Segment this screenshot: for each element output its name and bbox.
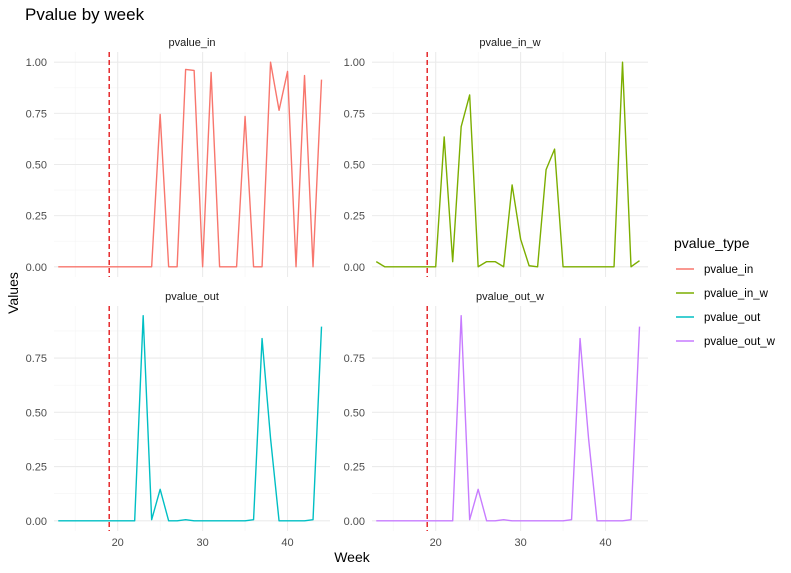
facet-panel-pvalue_out: pvalue_out 0.00 0.25 0.50 0.75 20 30 40 [26, 291, 330, 549]
y-tick-label: 0.00 [26, 516, 47, 528]
y-tick-label: 1.00 [26, 57, 47, 69]
series-line-pvalue_in [58, 61, 323, 268]
legend-label-pvalue_out_w: pvalue_out_w [704, 336, 776, 348]
x-tick-label: 30 [514, 537, 526, 549]
y-tick-label: 0.25 [344, 462, 365, 474]
y-tick-label: 0.25 [344, 211, 365, 223]
y-tick-label: 0.75 [344, 353, 365, 365]
chart-title: Pvalue by week [25, 5, 145, 24]
legend: pvalue_type pvalue_in pvalue_in_w pvalue_o… [674, 235, 776, 348]
y-tick-label: 0.50 [26, 160, 47, 172]
series-line-pvalue_out [58, 315, 323, 522]
y-tick-label: 0.50 [344, 407, 365, 419]
y-tick-label: 0.00 [344, 262, 365, 274]
series-line-pvalue_out_w [376, 315, 641, 522]
facet-panel-pvalue_in_w: pvalue_in_w 0.00 0.25 0.50 0.75 1.00 [344, 37, 648, 277]
facet-strip-label: pvalue_out [165, 291, 219, 303]
legend-label-pvalue_in_w: pvalue_in_w [704, 288, 769, 300]
x-axis-title: Week [334, 549, 371, 565]
x-tick-label: 30 [196, 537, 208, 549]
y-tick-label: 0.50 [26, 407, 47, 419]
y-tick-label: 0.75 [344, 108, 365, 120]
y-tick-label: 0.00 [344, 516, 365, 528]
y-axis-title: Values [5, 272, 21, 314]
x-tick-label: 40 [599, 537, 611, 549]
facet-strip-label: pvalue_out_w [476, 291, 544, 303]
y-tick-label: 0.25 [26, 211, 47, 223]
legend-label-pvalue_out: pvalue_out [704, 312, 761, 324]
facet-strip-label: pvalue_in [168, 37, 215, 49]
legend-title: pvalue_type [674, 235, 750, 251]
x-tick-label: 20 [430, 537, 442, 549]
y-tick-label: 1.00 [344, 57, 365, 69]
y-tick-label: 0.75 [26, 108, 47, 120]
y-tick-label: 0.25 [26, 462, 47, 474]
series-line-pvalue_in_w [375, 61, 640, 268]
x-tick-label: 20 [112, 537, 124, 549]
y-tick-label: 0.75 [26, 353, 47, 365]
facet-panel-pvalue_in: pvalue_in 0.00 0.25 0.50 0.75 1.00 [26, 37, 330, 277]
facet-strip-label: pvalue_in_w [479, 37, 540, 49]
y-tick-label: 0.00 [26, 262, 47, 274]
y-tick-label: 0.50 [344, 160, 365, 172]
legend-label-pvalue_in: pvalue_in [704, 264, 753, 276]
facet-panel-pvalue_out_w: pvalue_out_w 0.00 0.25 0.50 0.75 20 30 40 [344, 291, 648, 549]
x-tick-label: 40 [281, 537, 293, 549]
facet-panels: pvalue_in0.000.250.500.751.00pvalue_in_w… [26, 37, 648, 549]
